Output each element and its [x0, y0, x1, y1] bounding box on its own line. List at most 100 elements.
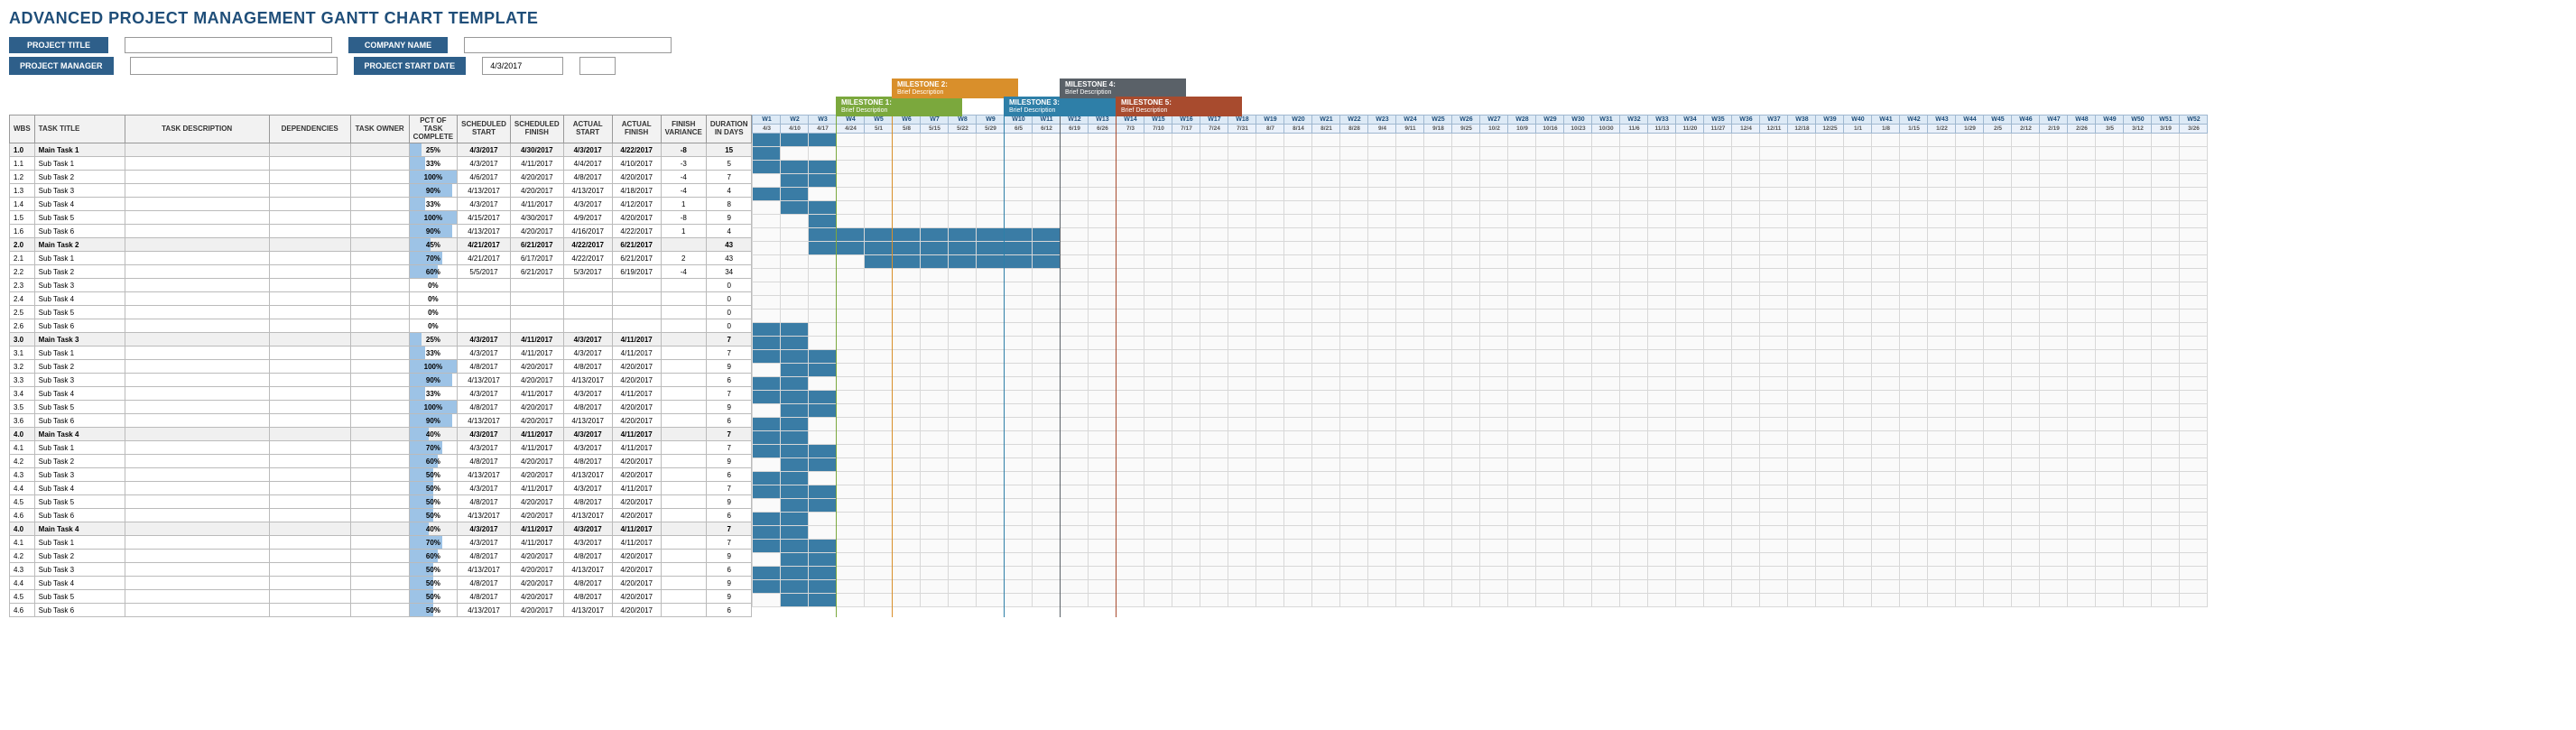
task-cell[interactable]: 4/22/2017: [563, 238, 612, 252]
task-row[interactable]: 4.1Sub Task 170%4/3/20174/11/20174/3/201…: [10, 536, 752, 550]
task-cell[interactable]: [125, 550, 269, 563]
task-cell[interactable]: 4.0: [10, 522, 35, 536]
task-cell[interactable]: 4.6: [10, 604, 35, 617]
task-cell[interactable]: 4/8/2017: [458, 360, 511, 374]
task-cell[interactable]: 4/8/2017: [563, 590, 612, 604]
task-cell[interactable]: Main Task 4: [34, 522, 125, 536]
task-cell[interactable]: Sub Task 5: [34, 590, 125, 604]
task-cell[interactable]: [350, 441, 409, 455]
task-cell[interactable]: -4: [661, 184, 706, 198]
task-cell[interactable]: 4.2: [10, 550, 35, 563]
task-cell[interactable]: [125, 306, 269, 319]
task-cell[interactable]: 4/13/2017: [458, 414, 511, 428]
task-cell[interactable]: [125, 265, 269, 279]
task-cell[interactable]: [661, 333, 706, 347]
task-cell[interactable]: 6: [706, 604, 752, 617]
task-cell[interactable]: [125, 143, 269, 157]
task-cell[interactable]: [661, 550, 706, 563]
task-cell[interactable]: 4.0: [10, 428, 35, 441]
task-cell[interactable]: [350, 225, 409, 238]
task-cell[interactable]: [661, 414, 706, 428]
task-cell[interactable]: [350, 374, 409, 387]
task-cell[interactable]: Sub Task 2: [34, 171, 125, 184]
task-cell[interactable]: 90%: [409, 374, 457, 387]
task-cell[interactable]: 4/11/2017: [510, 157, 563, 171]
task-cell[interactable]: 4/8/2017: [458, 550, 511, 563]
task-cell[interactable]: 1.6: [10, 225, 35, 238]
task-cell[interactable]: 4/20/2017: [510, 563, 563, 577]
task-cell[interactable]: 90%: [409, 414, 457, 428]
task-cell[interactable]: 1.1: [10, 157, 35, 171]
task-cell[interactable]: [661, 468, 706, 482]
task-cell[interactable]: 1.5: [10, 211, 35, 225]
task-cell[interactable]: 4/20/2017: [510, 374, 563, 387]
task-row[interactable]: 1.0Main Task 125%4/3/20174/30/20174/3/20…: [10, 143, 752, 157]
task-cell[interactable]: Sub Task 3: [34, 184, 125, 198]
task-cell[interactable]: [612, 306, 661, 319]
task-cell[interactable]: 50%: [409, 468, 457, 482]
task-cell[interactable]: 6/21/2017: [612, 238, 661, 252]
task-cell[interactable]: 4/20/2017: [612, 211, 661, 225]
task-cell[interactable]: 45%: [409, 238, 457, 252]
task-cell[interactable]: 4/3/2017: [458, 482, 511, 495]
task-cell[interactable]: 6/21/2017: [612, 252, 661, 265]
task-cell[interactable]: 2.2: [10, 265, 35, 279]
task-cell[interactable]: [125, 468, 269, 482]
task-cell[interactable]: 43: [706, 252, 752, 265]
task-row[interactable]: 3.2Sub Task 2100%4/8/20174/20/20174/8/20…: [10, 360, 752, 374]
task-cell[interactable]: [350, 522, 409, 536]
task-cell[interactable]: 7: [706, 536, 752, 550]
task-cell[interactable]: 50%: [409, 509, 457, 522]
task-cell[interactable]: [350, 198, 409, 211]
task-cell[interactable]: [350, 184, 409, 198]
task-cell[interactable]: 4/11/2017: [612, 441, 661, 455]
task-cell[interactable]: [125, 495, 269, 509]
task-row[interactable]: 4.3Sub Task 350%4/13/20174/20/20174/13/2…: [10, 563, 752, 577]
task-cell[interactable]: 9: [706, 550, 752, 563]
task-cell[interactable]: [269, 184, 350, 198]
task-row[interactable]: 4.5Sub Task 550%4/8/20174/20/20174/8/201…: [10, 495, 752, 509]
task-cell[interactable]: 6: [706, 414, 752, 428]
task-cell[interactable]: [269, 374, 350, 387]
task-cell[interactable]: -3: [661, 157, 706, 171]
task-cell[interactable]: 4/13/2017: [458, 509, 511, 522]
task-cell[interactable]: 43: [706, 238, 752, 252]
task-cell[interactable]: [350, 360, 409, 374]
task-cell[interactable]: 4/11/2017: [510, 333, 563, 347]
task-cell[interactable]: [269, 509, 350, 522]
task-cell[interactable]: 4/8/2017: [563, 550, 612, 563]
task-cell[interactable]: 8: [706, 198, 752, 211]
task-row[interactable]: 4.1Sub Task 170%4/3/20174/11/20174/3/201…: [10, 441, 752, 455]
task-cell[interactable]: 4/11/2017: [510, 536, 563, 550]
task-cell[interactable]: [269, 482, 350, 495]
task-cell[interactable]: Sub Task 6: [34, 414, 125, 428]
task-cell[interactable]: 60%: [409, 265, 457, 279]
task-cell[interactable]: 50%: [409, 577, 457, 590]
task-cell[interactable]: 9: [706, 495, 752, 509]
task-cell[interactable]: [125, 563, 269, 577]
task-cell[interactable]: 100%: [409, 171, 457, 184]
task-cell[interactable]: [269, 211, 350, 225]
task-cell[interactable]: 4.2: [10, 455, 35, 468]
task-cell[interactable]: [125, 374, 269, 387]
task-table[interactable]: WBSTASK TITLETASK DESCRIPTIONDEPENDENCIE…: [9, 115, 752, 617]
task-cell[interactable]: 33%: [409, 347, 457, 360]
task-row[interactable]: 4.6Sub Task 650%4/13/20174/20/20174/13/2…: [10, 509, 752, 522]
task-cell[interactable]: [661, 292, 706, 306]
task-cell[interactable]: 4/4/2017: [563, 157, 612, 171]
task-cell[interactable]: [350, 604, 409, 617]
task-cell[interactable]: [125, 590, 269, 604]
task-cell[interactable]: 4/3/2017: [458, 522, 511, 536]
task-cell[interactable]: 2.5: [10, 306, 35, 319]
task-cell[interactable]: 4/13/2017: [563, 184, 612, 198]
task-cell[interactable]: [269, 171, 350, 184]
task-cell[interactable]: 4/13/2017: [458, 184, 511, 198]
task-cell[interactable]: 4/22/2017: [612, 143, 661, 157]
task-cell[interactable]: 4/20/2017: [510, 184, 563, 198]
task-cell[interactable]: 0%: [409, 279, 457, 292]
task-cell[interactable]: [510, 306, 563, 319]
task-cell[interactable]: [125, 347, 269, 360]
task-cell[interactable]: [125, 509, 269, 522]
task-row[interactable]: 2.0Main Task 245%4/21/20176/21/20174/22/…: [10, 238, 752, 252]
task-cell[interactable]: 4/20/2017: [612, 509, 661, 522]
